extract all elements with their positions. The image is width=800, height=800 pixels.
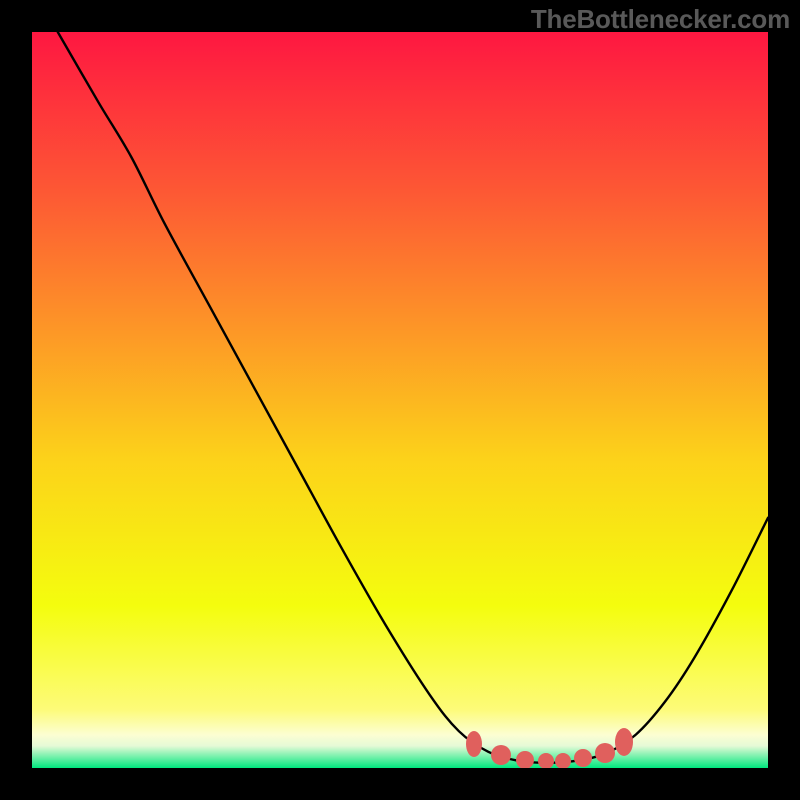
chart-marker [615, 728, 633, 756]
watermark-text: TheBottlenecker.com [531, 4, 790, 35]
chart-marker [538, 753, 554, 768]
chart-curve-path [58, 32, 768, 763]
chart-marker [595, 743, 615, 763]
chart-marker [491, 745, 511, 765]
chart-curve-svg [32, 32, 768, 768]
chart-plot-area [32, 32, 768, 768]
chart-marker [516, 751, 534, 768]
chart-marker [555, 753, 571, 768]
chart-marker [574, 749, 592, 767]
chart-marker [466, 731, 482, 757]
